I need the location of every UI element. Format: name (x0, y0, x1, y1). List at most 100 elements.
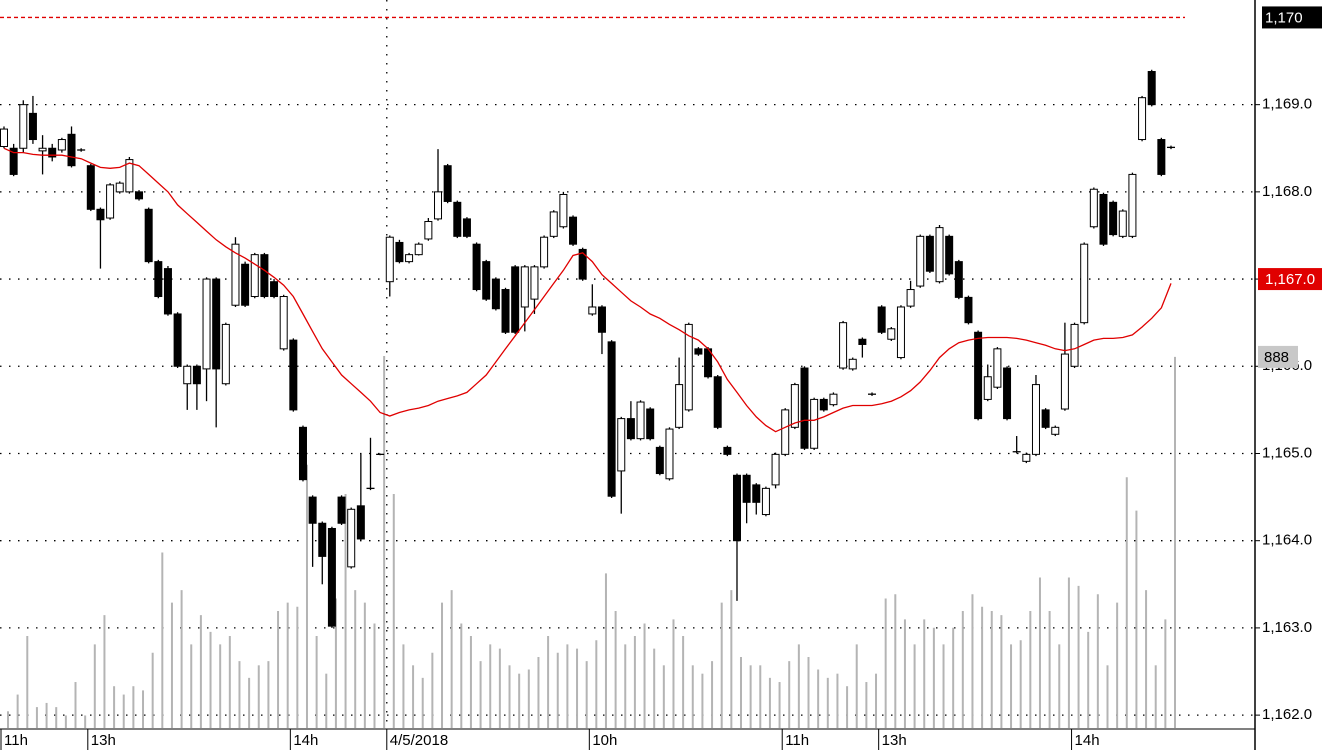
candle-body (144, 208, 153, 263)
candle-body (713, 376, 722, 428)
candle-body (125, 159, 134, 193)
candle-body (405, 254, 414, 263)
candle-body (636, 401, 645, 440)
candle-body (385, 236, 394, 283)
volume-label: 888 (1264, 349, 1289, 366)
candle-body (578, 248, 587, 280)
candle-body (38, 147, 47, 152)
y-tick-label: 1,169.0 (1262, 96, 1312, 113)
candle-body (569, 216, 578, 245)
candle-body (646, 408, 655, 440)
candle-body (19, 104, 28, 149)
candle-body (1060, 353, 1069, 410)
candle-body (491, 278, 500, 310)
candle-body (732, 474, 741, 542)
candle-body (356, 505, 365, 540)
volume-label-box (1258, 345, 1298, 368)
candle-body (877, 306, 886, 333)
candle-body (1118, 210, 1127, 237)
candle-body (1109, 201, 1118, 236)
candle-body (1070, 323, 1079, 367)
candle-body (781, 409, 790, 455)
candle-body (540, 236, 549, 268)
candle-body (983, 376, 992, 400)
candle-body (945, 235, 954, 275)
candle-body (115, 182, 124, 193)
x-tick-label: 13h (882, 732, 907, 749)
candle-body (1031, 384, 1040, 455)
candle-body (626, 418, 635, 440)
candle-body (761, 487, 770, 516)
candle-body (327, 527, 336, 627)
candle-body (347, 508, 356, 568)
candle-body (453, 201, 462, 237)
candle-body (414, 243, 423, 256)
candle-body (86, 165, 95, 210)
candle-body (501, 289, 510, 333)
axis-layer: 1,162.01,163.01,164.01,165.01,166.01,167… (0, 6, 1322, 750)
candle-body (665, 428, 674, 480)
candle-body (279, 296, 288, 350)
candle-body (135, 191, 144, 200)
candle-body (231, 243, 240, 306)
candle-body (434, 191, 443, 220)
candle-body (212, 278, 221, 370)
candle-body (848, 358, 857, 370)
candle-body (106, 184, 115, 219)
candle-body (1099, 193, 1108, 245)
x-tick-label: 14h (293, 732, 318, 749)
candle-body (896, 306, 905, 359)
candle-body (520, 266, 529, 308)
line-layer (0, 16, 1185, 433)
candle-body (202, 278, 211, 370)
candle-body (67, 133, 76, 167)
candle-body (742, 474, 751, 503)
candle-body (675, 384, 684, 428)
y-tick-label: 1,164.0 (1262, 532, 1312, 549)
candle-body (617, 418, 626, 472)
candle-body (424, 221, 433, 240)
candle-body (549, 211, 558, 237)
candle-body (241, 263, 250, 306)
candle-layer (0, 69, 1175, 628)
candle-body (559, 193, 568, 228)
candle-body (684, 323, 693, 411)
candle-body (839, 322, 848, 369)
candle-body (443, 165, 452, 202)
candle-body (752, 484, 761, 503)
candle-body (964, 296, 973, 324)
candle-body (462, 218, 471, 237)
candle-body (57, 139, 66, 151)
candle-body (1147, 71, 1156, 106)
candle-body (916, 235, 925, 287)
x-tick-label: 10h (592, 732, 617, 749)
moving-average (3, 147, 1172, 433)
candle-body (800, 367, 809, 449)
candle-body (482, 261, 491, 300)
candle-body (298, 426, 307, 481)
candle-body (395, 241, 404, 263)
candle-body (270, 281, 279, 298)
candle-body (318, 522, 327, 557)
x-tick-label: 14h (1075, 732, 1100, 749)
x-tick-label: 11h (4, 732, 28, 749)
candle-body (790, 384, 799, 428)
candle-body (1089, 188, 1098, 228)
candle-body (48, 147, 57, 158)
candle-body (597, 306, 606, 333)
y-tick-label: 1,165.0 (1262, 444, 1312, 461)
candle-body (771, 453, 780, 486)
y-tick-label: 1,162.0 (1262, 706, 1312, 723)
candle-body (183, 365, 192, 385)
candle-body (1022, 453, 1031, 462)
candle-body (96, 208, 105, 221)
candle-body (221, 323, 230, 385)
candle-body (9, 147, 18, 175)
candle-body (607, 341, 616, 497)
candle-body (308, 496, 317, 524)
candle-body (250, 254, 259, 298)
candle-body (906, 289, 915, 307)
